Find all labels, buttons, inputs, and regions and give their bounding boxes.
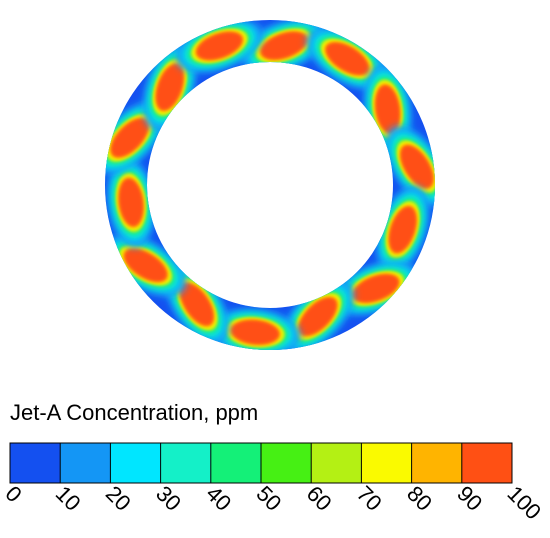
jet-plume bbox=[240, 19, 328, 72]
colorbar-tick-label: 100 bbox=[502, 481, 546, 525]
jet-plume bbox=[105, 234, 187, 297]
colorbar-cell bbox=[311, 443, 362, 483]
ring-background bbox=[104, 19, 436, 351]
plume-level bbox=[325, 42, 369, 75]
colorbar-tick-label: 60 bbox=[302, 481, 337, 516]
colorbar-tick-label: 50 bbox=[251, 481, 286, 516]
colorbar-cell bbox=[411, 443, 462, 483]
plume-level bbox=[196, 31, 243, 60]
jet-plume bbox=[107, 157, 155, 248]
colorbar-cell bbox=[261, 443, 312, 483]
colorbar: 0 10 20 30 40 50 60 70 80 90 100 bbox=[0, 442, 546, 525]
colorbar-tick-label: 80 bbox=[402, 481, 437, 516]
plume-level bbox=[155, 64, 184, 111]
plume-level bbox=[353, 274, 399, 303]
plume-level bbox=[260, 31, 307, 60]
jet-plume bbox=[306, 28, 388, 90]
plume-level bbox=[231, 320, 280, 345]
colorbar-cell bbox=[60, 443, 111, 483]
plume-level bbox=[124, 248, 167, 282]
colorbar-cell bbox=[461, 443, 512, 483]
colorbar-tick-label: 20 bbox=[101, 481, 136, 516]
plume-level bbox=[298, 297, 337, 336]
colorbar-cell bbox=[210, 443, 261, 483]
plume-level bbox=[388, 206, 417, 253]
colorbar-cell bbox=[10, 443, 61, 483]
plume-level bbox=[375, 85, 400, 133]
colorbar-tick-label: 10 bbox=[51, 481, 86, 516]
colorbar-cell bbox=[361, 443, 412, 483]
jet-plume bbox=[385, 126, 436, 208]
plume-level bbox=[118, 178, 144, 227]
plume-level bbox=[400, 145, 434, 188]
colorbar-cell bbox=[160, 443, 211, 483]
colorbar-tick-label: 90 bbox=[452, 481, 487, 516]
colorbar-tick-label: 40 bbox=[201, 481, 236, 516]
plume-level bbox=[111, 118, 149, 158]
colorbar-tick-label: 70 bbox=[352, 481, 387, 516]
colorbar-tick-label: 30 bbox=[151, 481, 186, 516]
jet-plume bbox=[209, 309, 301, 351]
colorbar-tick-label: 0 bbox=[0, 481, 26, 507]
plume-level bbox=[180, 283, 214, 326]
colorbar-cell bbox=[110, 443, 161, 483]
contour-field bbox=[104, 19, 436, 351]
jet-plume bbox=[281, 280, 354, 351]
colorbar-title: Jet-A Concentration, ppm bbox=[10, 400, 258, 425]
jet-plume bbox=[104, 101, 166, 175]
